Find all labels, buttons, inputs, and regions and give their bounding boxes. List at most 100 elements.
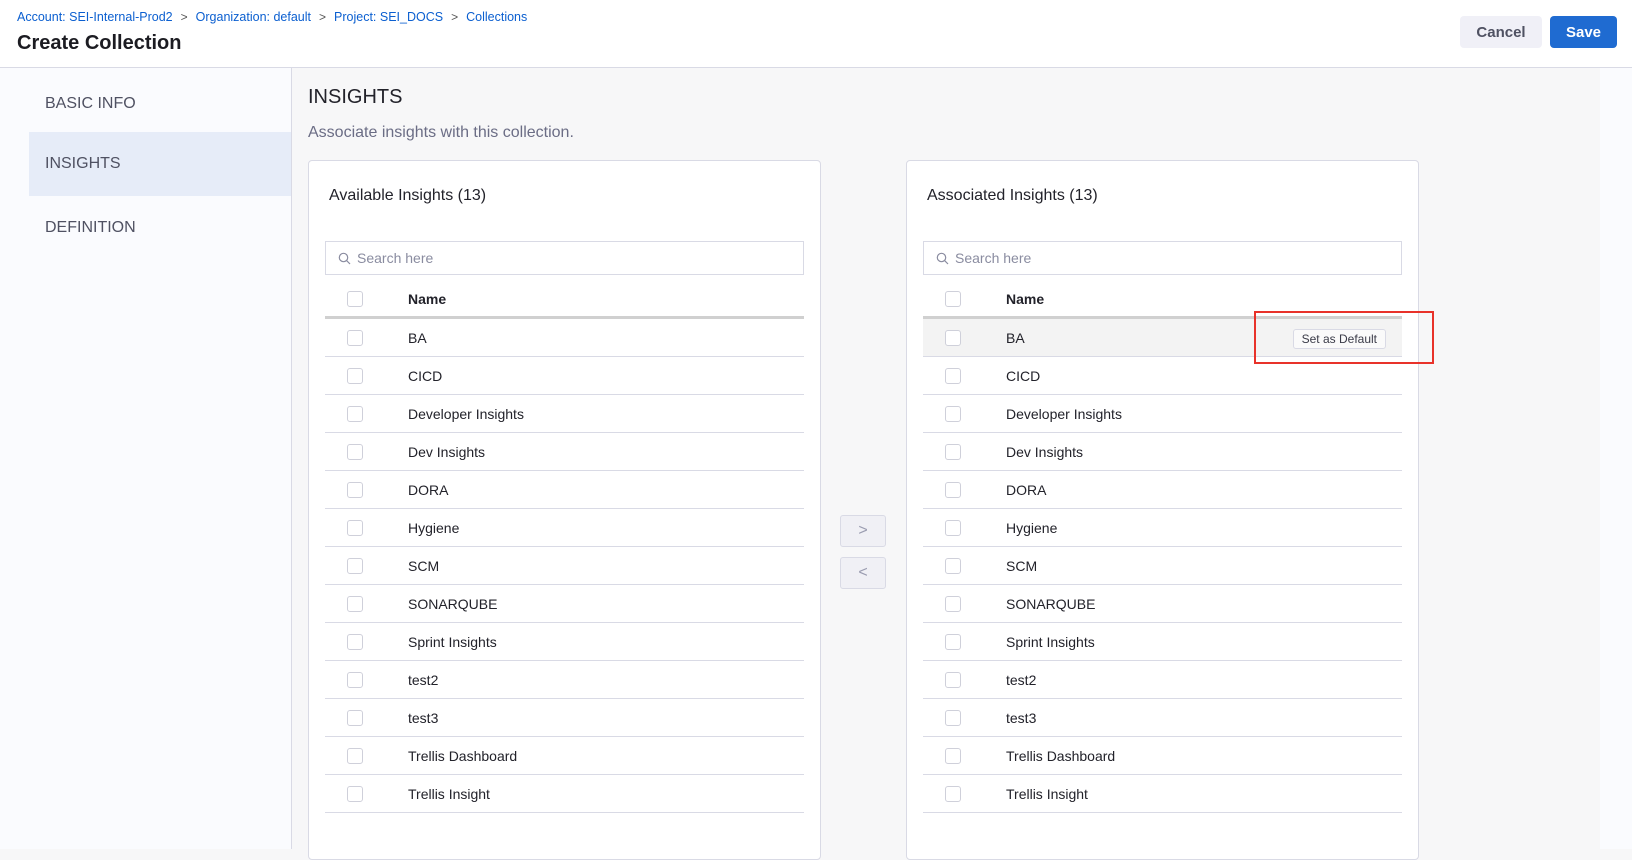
insight-name: SCM [408,557,440,574]
list-item[interactable]: DORA [923,471,1402,509]
sidebar-item-insights[interactable]: INSIGHTS [29,132,291,196]
chevron-right-icon: > [451,10,459,24]
insight-name: test2 [408,671,439,688]
row-checkbox[interactable] [945,443,961,460]
row-checkbox[interactable] [347,367,363,384]
list-item[interactable]: Dev Insights [923,433,1402,471]
insight-name: test3 [1006,709,1037,726]
list-item[interactable]: BA Set as Default [923,319,1402,357]
row-checkbox[interactable] [945,519,961,536]
list-item[interactable]: test2 [923,661,1402,699]
list-item[interactable]: test3 [923,699,1402,737]
available-insights-title: Available Insights (13) [329,187,487,204]
list-item[interactable]: Trellis Insight [325,775,804,813]
row-checkbox[interactable] [945,557,961,574]
row-checkbox[interactable] [945,367,961,384]
associated-insights-panel: Associated Insights (13) Name BA Set as D… [906,160,1419,860]
row-checkbox[interactable] [347,481,363,498]
row-checkbox[interactable] [945,747,961,764]
list-item[interactable]: Sprint Insights [923,623,1402,661]
select-all-checkbox[interactable] [347,290,363,307]
row-checkbox[interactable] [347,519,363,536]
row-checkbox[interactable] [945,633,961,650]
insight-name: SONARQUBE [408,595,498,612]
row-checkbox[interactable] [347,747,363,764]
list-item[interactable]: SCM [923,547,1402,585]
list-item[interactable]: SCM [325,547,804,585]
highlight-annotation [1254,311,1434,364]
insight-name: BA [1006,329,1025,346]
select-all-checkbox[interactable] [945,290,961,307]
list-item[interactable]: CICD [325,357,804,395]
insight-name: Dev Insights [408,443,486,460]
list-item[interactable]: BA [325,319,804,357]
available-search[interactable] [325,241,804,275]
list-item[interactable]: Dev Insights [325,433,804,471]
cancel-button[interactable]: Cancel [1460,16,1542,48]
available-table-header: Name [325,281,804,319]
row-checkbox[interactable] [347,405,363,422]
insight-name: Trellis Insight [1006,785,1088,802]
insight-name: Developer Insights [1006,405,1122,422]
list-item[interactable]: Trellis Dashboard [325,737,804,775]
list-item[interactable]: Hygiene [923,509,1402,547]
row-checkbox[interactable] [945,709,961,726]
list-item[interactable]: SONARQUBE [923,585,1402,623]
insight-name: Sprint Insights [408,633,497,650]
insight-name: test2 [1006,671,1037,688]
row-checkbox[interactable] [347,595,363,612]
list-item[interactable]: SONARQUBE [325,585,804,623]
list-item[interactable]: Trellis Dashboard [923,737,1402,775]
chevron-right-icon: > [180,10,188,24]
move-right-button[interactable]: > [840,515,886,547]
insight-name: Trellis Dashboard [408,747,518,764]
list-item[interactable]: test2 [325,661,804,699]
right-gutter [1600,68,1632,849]
breadcrumb-collections[interactable]: Collections [466,10,528,24]
row-checkbox[interactable] [347,329,363,346]
breadcrumb-project[interactable]: Project: SEI_DOCS [334,10,444,24]
list-item[interactable]: test3 [325,699,804,737]
row-checkbox[interactable] [945,481,961,498]
row-checkbox[interactable] [347,671,363,688]
list-item[interactable]: Trellis Insight [923,775,1402,813]
list-item[interactable]: Hygiene [325,509,804,547]
row-checkbox[interactable] [945,405,961,422]
row-checkbox[interactable] [347,709,363,726]
list-item[interactable]: DORA [325,471,804,509]
insight-name: Sprint Insights [1006,633,1095,650]
available-insights-panel: Available Insights (13) Name BA CICD Devel… [308,160,821,860]
chevron-right-icon: > [319,10,327,24]
associated-table-header: Name [923,281,1402,319]
row-checkbox[interactable] [347,633,363,650]
row-checkbox[interactable] [945,329,961,346]
move-left-button[interactable]: < [840,557,886,589]
save-button[interactable]: Save [1550,16,1617,48]
breadcrumb: Account: SEI-Internal-Prod2 > Organizatio… [17,10,527,24]
associated-list: BA Set as Default CICD Developer Insights De… [923,319,1402,813]
breadcrumb-account[interactable]: Account: SEI-Internal-Prod2 [17,10,173,24]
list-item[interactable]: Developer Insights [923,395,1402,433]
insight-name: Dev Insights [1006,443,1084,460]
insight-name: Trellis Dashboard [1006,747,1116,764]
sidebar-item-basic-info[interactable]: BASIC INFO [45,95,136,112]
row-checkbox[interactable] [347,785,363,802]
row-checkbox[interactable] [945,785,961,802]
breadcrumb-organization[interactable]: Organization: default [195,10,312,24]
set-as-default-button[interactable]: Set as Default [1292,329,1386,349]
insight-name: SONARQUBE [1006,595,1096,612]
row-checkbox[interactable] [945,671,961,688]
associated-search[interactable] [923,241,1402,275]
available-search-input[interactable] [357,250,777,266]
page-header: Account: SEI-Internal-Prod2 > Organizatio… [0,0,1632,68]
list-item[interactable]: Developer Insights [325,395,804,433]
sidebar-item-definition[interactable]: DEFINITION [45,219,136,236]
list-item[interactable]: CICD [923,357,1402,395]
row-checkbox[interactable] [945,595,961,612]
sidebar: BASIC INFO INSIGHTS DEFINITION [0,68,292,849]
row-checkbox[interactable] [347,443,363,460]
available-list: BA CICD Developer Insights Dev Insights DORA… [325,319,804,813]
row-checkbox[interactable] [347,557,363,574]
associated-search-input[interactable] [955,250,1375,266]
list-item[interactable]: Sprint Insights [325,623,804,661]
